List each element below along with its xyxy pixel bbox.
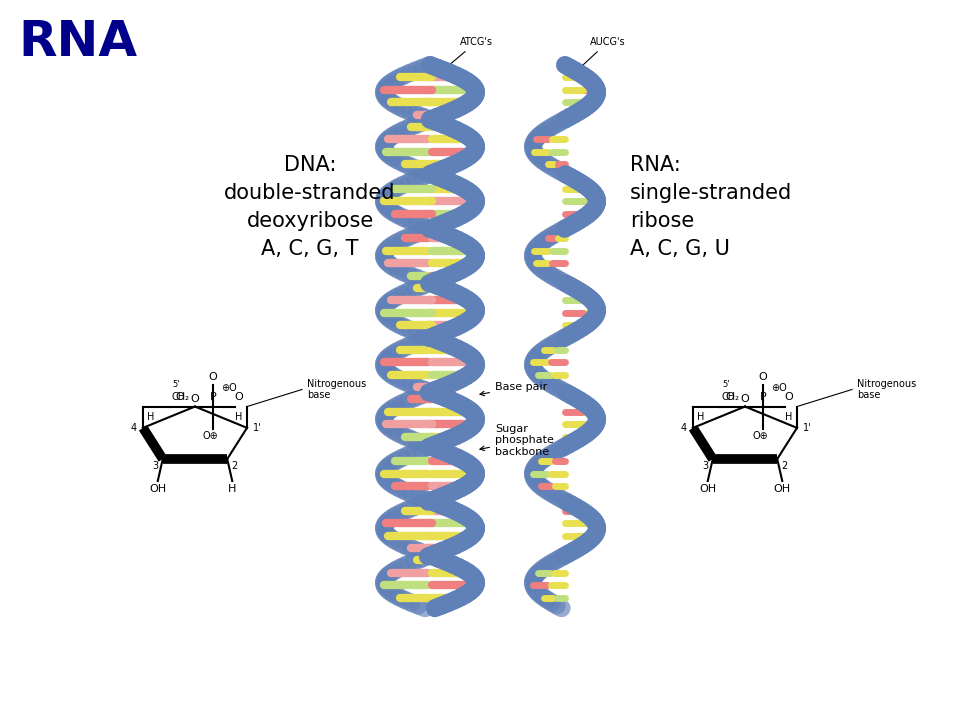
Text: O: O: [234, 392, 244, 402]
Text: O: O: [758, 372, 767, 382]
Text: 2: 2: [781, 461, 787, 471]
Text: RNA: RNA: [18, 18, 137, 66]
Text: 4: 4: [681, 423, 687, 433]
Text: O: O: [191, 394, 200, 403]
Text: H: H: [228, 484, 236, 494]
Text: H: H: [697, 412, 705, 422]
Text: P: P: [759, 392, 766, 402]
Text: H: H: [147, 412, 155, 422]
Text: 3: 3: [703, 461, 708, 471]
Text: O: O: [176, 392, 184, 402]
Text: AUCG's: AUCG's: [573, 37, 626, 74]
Text: OH: OH: [774, 484, 791, 494]
Text: 1': 1': [253, 423, 262, 433]
Text: Sugar
phosphate
backbone: Sugar phosphate backbone: [480, 424, 554, 457]
Text: 2: 2: [231, 461, 237, 471]
Text: O: O: [784, 392, 793, 402]
Text: single-stranded: single-stranded: [630, 183, 792, 203]
Text: 5': 5': [172, 379, 180, 389]
Text: O: O: [740, 394, 750, 403]
Text: O⊕: O⊕: [203, 431, 218, 441]
Text: CH₂: CH₂: [722, 392, 740, 402]
Text: ⊕O: ⊕O: [771, 382, 787, 392]
Text: RNA:: RNA:: [630, 155, 681, 175]
Text: Nitrogenous
base: Nitrogenous base: [857, 379, 916, 400]
Text: Base pair: Base pair: [480, 382, 547, 396]
Text: 3: 3: [153, 461, 158, 471]
Text: Nitrogenous
base: Nitrogenous base: [307, 379, 367, 400]
Text: H: H: [235, 412, 243, 422]
Text: ATCG's: ATCG's: [438, 37, 493, 74]
Text: CH₂: CH₂: [172, 392, 190, 402]
Text: OH: OH: [149, 484, 166, 494]
Text: O⊕: O⊕: [752, 431, 768, 441]
Text: O: O: [208, 372, 217, 382]
Text: ribose: ribose: [630, 211, 694, 231]
Text: H: H: [785, 412, 793, 422]
Text: ⊕O: ⊕O: [221, 382, 237, 392]
Text: DNA:: DNA:: [284, 155, 336, 175]
Text: A, C, G, T: A, C, G, T: [261, 239, 359, 259]
Text: A, C, G, U: A, C, G, U: [630, 239, 730, 259]
Text: OH: OH: [699, 484, 716, 494]
Text: deoxyribose: deoxyribose: [247, 211, 373, 231]
Text: 5': 5': [722, 379, 730, 389]
Text: double-stranded: double-stranded: [225, 183, 396, 203]
Text: 4: 4: [131, 423, 137, 433]
Text: P: P: [209, 392, 216, 402]
Text: O: O: [726, 392, 734, 402]
Text: 1': 1': [803, 423, 811, 433]
